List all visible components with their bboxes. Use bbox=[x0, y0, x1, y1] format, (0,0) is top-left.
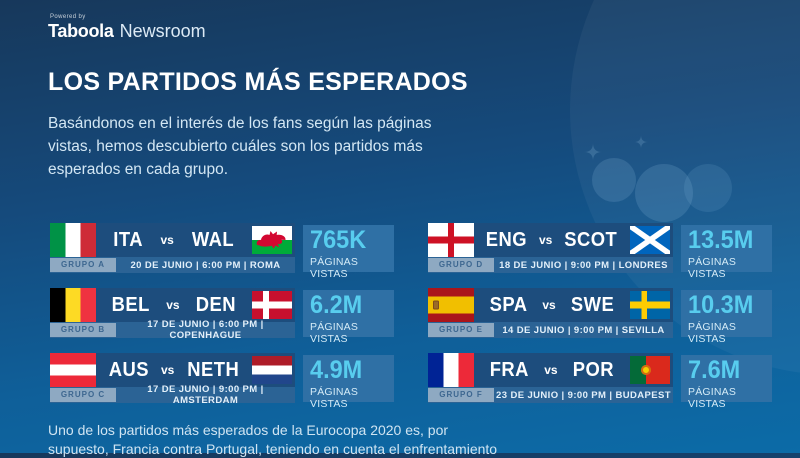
group-badge: GRUPO E bbox=[428, 323, 494, 337]
team2-code: DEN bbox=[196, 294, 236, 317]
page-views-count: 4.9M bbox=[310, 358, 382, 384]
match-schedule: 17 DE JUNIO | 6:00 PM | COPENHAGUE bbox=[116, 319, 295, 341]
team1-code: ITA bbox=[113, 229, 143, 252]
team2-code: SWE bbox=[571, 294, 614, 317]
page-views-stat: 13.5M PÁGINAS VISTAS bbox=[681, 225, 772, 272]
intro-line: vistas, hemos descubierto cuáles son los… bbox=[48, 135, 431, 158]
match-schedule: 20 DE JUNIO | 6:00 PM | ROMA bbox=[116, 260, 295, 271]
vs-label: vs bbox=[161, 363, 174, 377]
italy-flag-icon bbox=[50, 223, 96, 257]
page-views-stat: 4.9M PÁGINAS VISTAS bbox=[303, 355, 394, 402]
team2-code: POR bbox=[573, 359, 614, 382]
spain-flag-icon bbox=[428, 288, 474, 322]
vs-label: vs bbox=[539, 233, 552, 247]
match-schedule: 17 DE JUNIO | 9:00 PM | AMSTERDAM bbox=[116, 384, 295, 406]
footer-paragraph: Uno de los partidos más esperados de la … bbox=[48, 421, 497, 458]
match-card-grupo-b: BEL vs DEN GRUPO B 17 DE JUNIO | 6:00 PM… bbox=[50, 288, 394, 338]
match-schedule: 23 DE JUNIO | 9:00 PM | BUDAPEST bbox=[494, 390, 673, 401]
intro-line: Basándonos en el interés de los fans seg… bbox=[48, 112, 431, 135]
page-views-count: 7.6M bbox=[688, 358, 760, 384]
group-badge: GRUPO C bbox=[50, 388, 116, 402]
page-views-stat: 6.2M PÁGINAS VISTAS bbox=[303, 290, 394, 337]
match-schedule: 14 DE JUNIO | 9:00 PM | SEVILLA bbox=[494, 325, 673, 336]
page-views-count: 13.5M bbox=[688, 228, 760, 254]
scotland-flag-icon bbox=[630, 226, 670, 254]
powered-by-label: Powered by bbox=[50, 14, 206, 20]
match-card-grupo-d: ENG vs SCOT GRUPO D 18 DE JUNIO | 9:00 P… bbox=[428, 223, 772, 273]
page-views-label: PÁGINAS VISTAS bbox=[688, 321, 765, 345]
match-card-grupo-c: AUS vs NETH GRUPO C 17 DE JUNIO | 9:00 P… bbox=[50, 353, 394, 403]
team1-code: ENG bbox=[486, 229, 527, 252]
vs-label: vs bbox=[544, 363, 557, 377]
austria-flag-icon bbox=[50, 353, 96, 387]
team1-code: AUS bbox=[108, 359, 148, 382]
taboola-newsroom-logo: Powered by Taboola Newsroom bbox=[48, 14, 206, 42]
match-card-grupo-f: FRA vs POR GRUPO F 23 DE JUNIO | 9:00 PM… bbox=[428, 353, 772, 403]
page-views-label: PÁGINAS VISTAS bbox=[310, 256, 387, 280]
group-badge: GRUPO A bbox=[50, 258, 116, 272]
netherlands-flag-icon bbox=[252, 356, 292, 384]
portugal-flag-icon bbox=[630, 356, 670, 384]
vs-label: vs bbox=[166, 298, 179, 312]
team2-code: NETH bbox=[187, 359, 239, 382]
wales-flag-icon bbox=[252, 226, 292, 254]
footer-line: supuesto, Francia contra Portugal, tenie… bbox=[48, 440, 497, 458]
intro-paragraph: Basándonos en el interés de los fans seg… bbox=[48, 112, 431, 181]
page-views-count: 765K bbox=[310, 228, 382, 254]
page-views-label: PÁGINAS VISTAS bbox=[310, 386, 387, 410]
match-schedule: 18 DE JUNIO | 9:00 PM | LONDRES bbox=[494, 260, 673, 271]
team1-code: SPA bbox=[489, 294, 527, 317]
belgium-flag-icon bbox=[50, 288, 96, 322]
france-flag-icon bbox=[428, 353, 474, 387]
page-views-label: PÁGINAS VISTAS bbox=[688, 256, 765, 280]
intro-line: esperados en cada grupo. bbox=[48, 158, 431, 181]
england-flag-icon bbox=[428, 223, 474, 257]
brand-newsroom: Newsroom bbox=[120, 21, 206, 42]
page-views-count: 6.2M bbox=[310, 293, 382, 319]
footer-line: Uno de los partidos más esperados de la … bbox=[48, 421, 497, 440]
page-views-count: 10.3M bbox=[688, 293, 760, 319]
team1-code: BEL bbox=[112, 294, 150, 317]
denmark-flag-icon bbox=[252, 291, 292, 319]
team1-code: FRA bbox=[490, 359, 529, 382]
page-title: LOS PARTIDOS MÁS ESPERADOS bbox=[48, 68, 468, 97]
brand-taboola: Taboola bbox=[48, 21, 114, 42]
group-badge: GRUPO B bbox=[50, 323, 116, 337]
match-card-grupo-e: SPA vs SWE GRUPO E 14 DE JUNIO | 9:00 PM… bbox=[428, 288, 772, 338]
vs-label: vs bbox=[542, 298, 555, 312]
match-card-grupo-a: ITA vs WAL GRUPO A 20 DE JUNIO | 6:00 PM… bbox=[50, 223, 394, 273]
group-badge: GRUPO D bbox=[428, 258, 494, 272]
page-views-label: PÁGINAS VISTAS bbox=[688, 386, 765, 410]
vs-label: vs bbox=[160, 233, 173, 247]
team2-code: SCOT bbox=[565, 229, 618, 252]
team2-code: WAL bbox=[192, 229, 234, 252]
sweden-flag-icon bbox=[630, 291, 670, 319]
page-views-label: PÁGINAS VISTAS bbox=[310, 321, 387, 345]
page-views-stat: 7.6M PÁGINAS VISTAS bbox=[681, 355, 772, 402]
page-views-stat: 10.3M PÁGINAS VISTAS bbox=[681, 290, 772, 337]
page-views-stat: 765K PÁGINAS VISTAS bbox=[303, 225, 394, 272]
group-badge: GRUPO F bbox=[428, 388, 494, 402]
